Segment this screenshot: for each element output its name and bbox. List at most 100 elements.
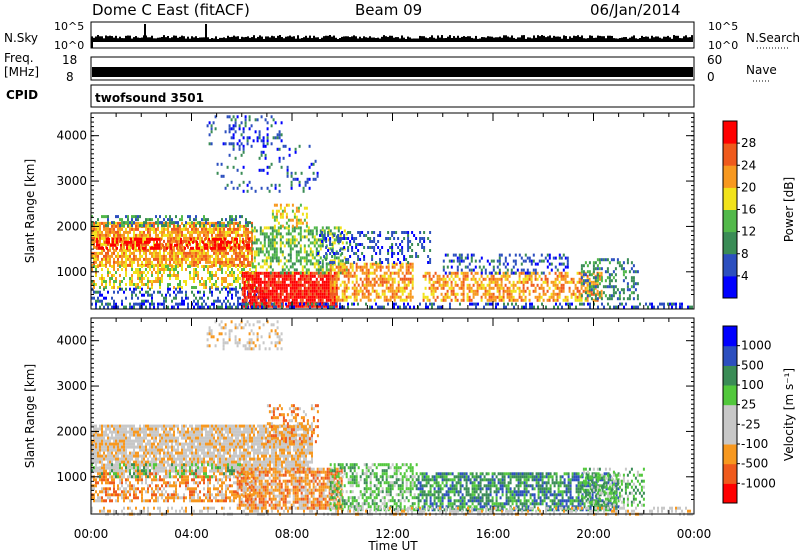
data-cell — [217, 221, 219, 225]
data-cell — [303, 286, 306, 290]
data-cell — [202, 240, 204, 244]
nsky-trace — [91, 24, 693, 48]
data-cell — [117, 224, 119, 228]
data-cell — [199, 236, 201, 240]
data-cell — [598, 271, 601, 275]
data-cell — [361, 243, 364, 246]
data-cell — [193, 254, 195, 258]
data-cell — [156, 237, 158, 241]
data-cell — [199, 260, 201, 264]
data-cell — [251, 251, 253, 255]
data-cell — [387, 302, 389, 306]
data-cell — [173, 248, 175, 252]
data-cell — [440, 283, 443, 287]
data-cell — [107, 305, 109, 309]
data-cell — [135, 268, 137, 271]
data-cell — [636, 297, 639, 301]
data-cell — [409, 255, 412, 258]
data-cell — [554, 265, 557, 269]
data-cell — [163, 248, 165, 252]
data-cell — [552, 295, 555, 299]
data-cell — [307, 295, 310, 299]
data-cell — [217, 254, 219, 258]
data-cell — [267, 289, 270, 293]
data-cell — [623, 305, 625, 309]
data-cell — [173, 239, 175, 243]
data-cell — [327, 234, 330, 237]
data-cell — [212, 240, 214, 244]
data-cell — [243, 295, 246, 299]
data-cell — [544, 280, 547, 284]
data-cell — [259, 232, 262, 236]
data-cell — [462, 274, 465, 278]
data-cell — [97, 230, 99, 234]
data-cell — [504, 277, 507, 281]
data-cell — [131, 251, 133, 255]
data-cell — [101, 268, 103, 271]
data-cell — [259, 289, 262, 293]
data-cell — [159, 283, 161, 286]
data-cell — [107, 215, 109, 219]
data-cell — [305, 224, 308, 228]
data-cell — [337, 256, 340, 260]
data-cell — [136, 237, 138, 241]
data-cell — [552, 298, 555, 302]
data-cell — [266, 139, 269, 143]
data-cell — [113, 299, 115, 303]
data-cell — [321, 226, 324, 230]
data-cell — [355, 237, 358, 240]
data-cell — [167, 283, 169, 286]
data-cell — [403, 286, 406, 290]
data-cell — [554, 280, 557, 284]
data-cell — [422, 298, 425, 302]
data-cell — [560, 286, 563, 290]
data-cell — [276, 147, 279, 151]
data-cell — [295, 292, 298, 296]
data-cell — [399, 261, 402, 264]
data-cell — [347, 277, 350, 281]
data-cell — [145, 283, 147, 286]
data-cell — [325, 295, 328, 299]
data-cell — [333, 298, 336, 302]
data-cell — [244, 121, 247, 125]
data-cell — [235, 254, 237, 258]
data-cell — [495, 302, 497, 306]
data-cell — [187, 265, 189, 268]
data-cell — [589, 305, 591, 309]
data-cell — [446, 289, 449, 293]
data-cell — [93, 221, 95, 225]
data-cell — [371, 289, 374, 293]
data-cell — [472, 277, 475, 281]
data-cell — [337, 271, 340, 275]
data-cell — [233, 271, 235, 274]
data-cell — [375, 265, 378, 269]
data-cell — [289, 289, 292, 293]
data-cell — [290, 174, 293, 178]
data-cell — [321, 277, 324, 281]
data-cell — [115, 277, 117, 280]
data-cell — [323, 255, 326, 258]
data-cell — [161, 265, 163, 268]
data-cell — [379, 231, 382, 234]
data-cell — [281, 271, 284, 275]
data-cell — [614, 285, 617, 289]
data-cell — [283, 286, 286, 290]
data-cell — [232, 147, 235, 151]
data-cell — [566, 271, 569, 275]
data-cell — [139, 263, 141, 267]
data-cell — [303, 271, 306, 275]
data-cell — [255, 250, 258, 254]
data-cell — [263, 271, 266, 275]
data-cell — [171, 233, 173, 237]
data-cell — [255, 295, 258, 299]
data-cell — [586, 294, 589, 298]
data-cell — [197, 277, 199, 280]
data-cell — [321, 268, 324, 272]
data-cell — [207, 268, 209, 271]
data-cell — [520, 298, 523, 302]
data-cell — [165, 257, 167, 261]
data-cell — [281, 250, 284, 254]
data-cell — [598, 274, 601, 278]
data-cell — [526, 274, 529, 278]
data-cell — [339, 305, 341, 309]
